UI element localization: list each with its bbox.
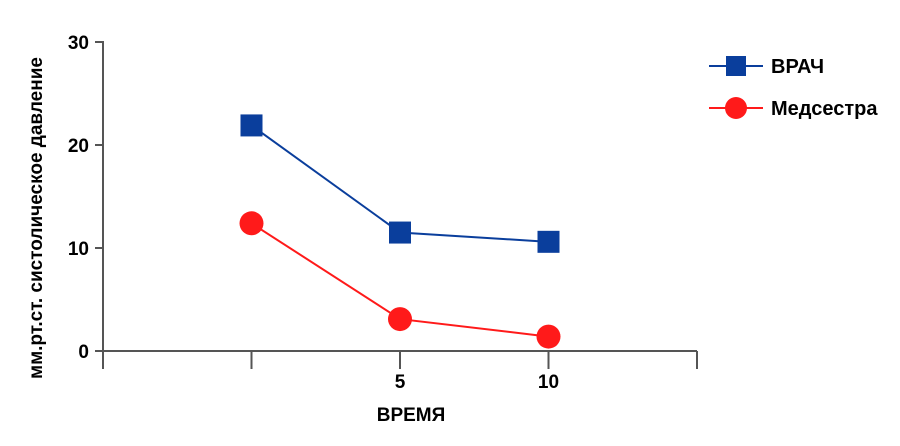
y-tick-label: 20 (68, 136, 89, 157)
legend: ВРАЧ Медсестра (709, 56, 878, 120)
x-ticks: 5 10 (252, 351, 698, 393)
legend-label-vrach: ВРАЧ (771, 56, 824, 78)
series-layer (240, 114, 561, 348)
x-axis-title: ВРЕМЯ (377, 405, 446, 426)
y-ticks: 0 10 20 30 (68, 33, 103, 363)
x-tick-label: 5 (395, 372, 406, 393)
data-point-circle (388, 307, 412, 331)
legend-marker-circle (725, 97, 747, 119)
legend-marker-square (726, 56, 746, 76)
data-point-square (241, 114, 263, 136)
data-point-square (538, 231, 560, 253)
legend-item-vrach: ВРАЧ (709, 56, 824, 78)
x-tick-label: 10 (538, 372, 559, 393)
y-tick-label: 10 (68, 239, 89, 260)
y-tick-label: 30 (68, 33, 89, 54)
y-axis-title: мм.рт.ст. систолическое давление (26, 57, 47, 379)
data-point-circle (537, 325, 561, 349)
data-point-square (389, 222, 411, 244)
axes: 0 10 20 30 5 10 (68, 33, 697, 393)
data-point-circle (240, 211, 264, 235)
legend-label-medsestra: Медсестра (771, 98, 878, 120)
y-tick-label: 0 (78, 342, 89, 363)
series-vrach (241, 114, 560, 252)
legend-item-medsestra: Медсестра (709, 97, 878, 120)
